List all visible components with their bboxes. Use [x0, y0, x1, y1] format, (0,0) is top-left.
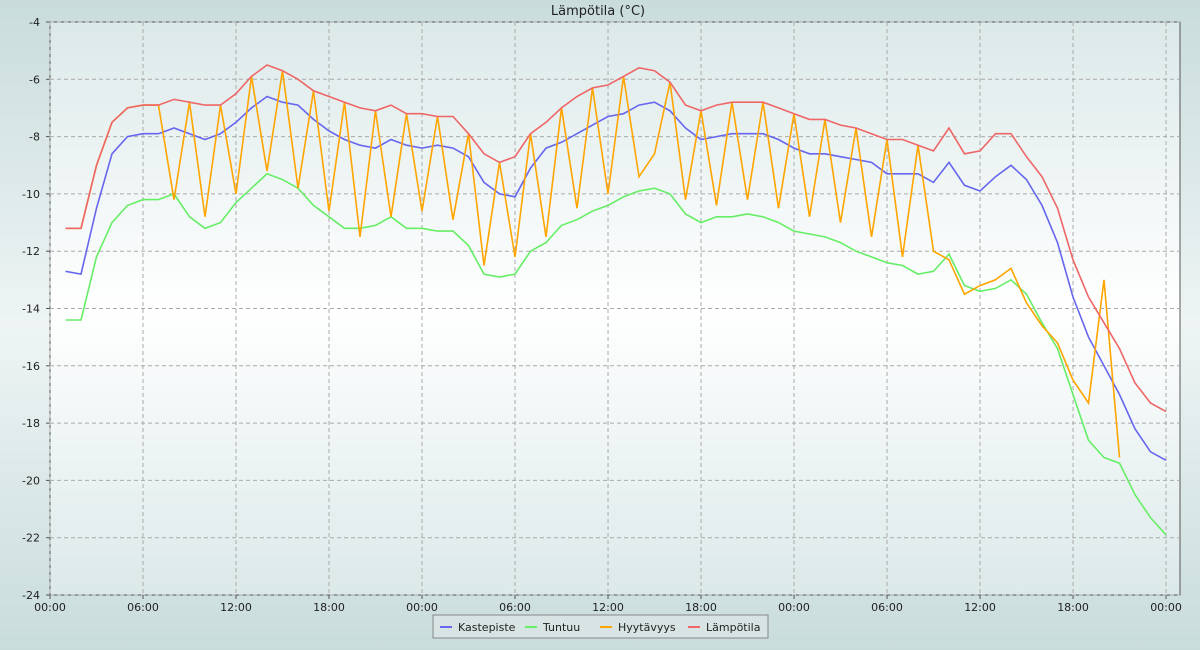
y-tick-label: -12 [22, 245, 40, 258]
chart-title: Lämpötila (°C) [551, 4, 645, 19]
x-tick-label: 18:00 [1057, 601, 1089, 614]
legend-label: Kastepiste [458, 621, 516, 634]
x-tick-label: 00:00 [778, 601, 810, 614]
x-tick-label: 12:00 [964, 601, 996, 614]
x-tick-label: 00:00 [1150, 601, 1182, 614]
legend-label: Hyytävyys [618, 621, 676, 634]
series-line [65, 95, 1167, 462]
legend-label: Lämpötila [706, 621, 760, 634]
y-tick-label: -24 [22, 589, 40, 602]
x-tick-label: 06:00 [127, 601, 159, 614]
series-line [65, 64, 1167, 413]
y-tick-label: -4 [29, 16, 40, 29]
x-tick-label: 00:00 [406, 601, 438, 614]
y-tick-label: -6 [29, 73, 40, 86]
x-tick-label: 06:00 [871, 601, 903, 614]
y-tick-label: -10 [22, 188, 40, 201]
y-tick-label: -20 [22, 474, 40, 487]
x-tick-label: 12:00 [592, 601, 624, 614]
x-tick-label: 00:00 [34, 601, 66, 614]
y-tick-label: -8 [29, 131, 40, 144]
y-tick-label: -18 [22, 417, 40, 430]
y-tick-label: -22 [22, 532, 40, 545]
x-tick-label: 18:00 [313, 601, 345, 614]
y-tick-label: -16 [22, 360, 40, 373]
x-tick-label: 12:00 [220, 601, 252, 614]
y-tick-label: -14 [22, 303, 40, 316]
x-tick-label: 06:00 [499, 601, 531, 614]
series-line [65, 172, 1167, 536]
legend-label: Tuntuu [542, 621, 580, 634]
x-tick-label: 18:00 [685, 601, 717, 614]
